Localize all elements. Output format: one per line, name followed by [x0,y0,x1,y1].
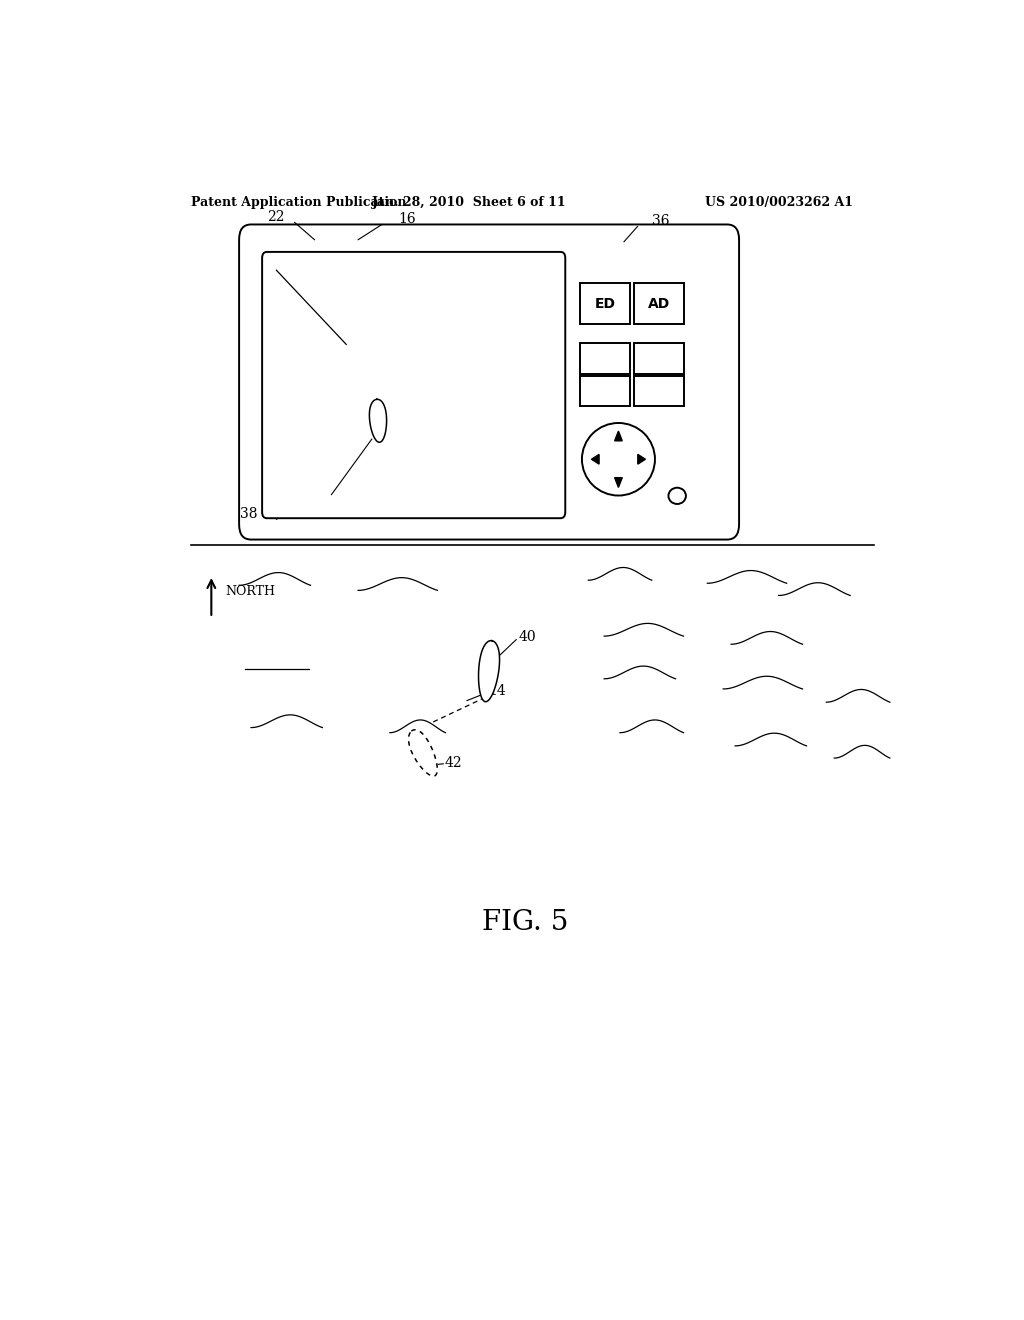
Polygon shape [409,730,437,776]
FancyBboxPatch shape [240,224,739,540]
FancyBboxPatch shape [580,284,631,325]
Text: 42: 42 [444,756,463,770]
Polygon shape [370,399,387,442]
Polygon shape [592,454,599,465]
FancyBboxPatch shape [634,284,684,325]
Text: 38: 38 [240,507,257,521]
FancyBboxPatch shape [581,343,630,374]
FancyBboxPatch shape [634,376,684,407]
Polygon shape [614,432,623,441]
Text: 40: 40 [518,631,537,644]
Text: NORTH: NORTH [225,585,275,598]
Text: US 2010/0023262 A1: US 2010/0023262 A1 [705,195,853,209]
Polygon shape [614,478,623,487]
Ellipse shape [582,422,655,495]
Polygon shape [478,640,500,702]
Text: FIG. 5: FIG. 5 [481,909,568,936]
Text: 36: 36 [652,214,670,228]
FancyBboxPatch shape [634,343,684,374]
Text: AD: AD [648,297,670,310]
FancyBboxPatch shape [262,252,565,519]
Ellipse shape [669,487,686,504]
Text: Jan. 28, 2010  Sheet 6 of 11: Jan. 28, 2010 Sheet 6 of 11 [372,195,566,209]
FancyBboxPatch shape [581,376,630,407]
Text: ED: ED [595,297,615,310]
Text: 22: 22 [267,210,285,224]
Polygon shape [638,454,645,465]
Text: Patent Application Publication: Patent Application Publication [191,195,407,209]
Text: 16: 16 [397,213,416,227]
Text: 14: 14 [488,684,507,698]
